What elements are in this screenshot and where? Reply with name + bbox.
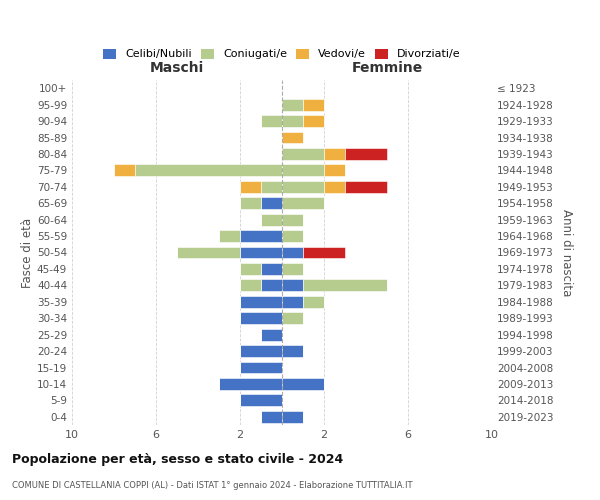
Bar bbox=[282, 214, 303, 226]
Bar bbox=[261, 214, 282, 226]
Bar bbox=[324, 148, 345, 160]
Bar bbox=[303, 296, 324, 308]
Bar bbox=[240, 230, 282, 242]
Bar bbox=[282, 198, 324, 209]
Bar bbox=[282, 378, 324, 390]
Bar bbox=[240, 345, 282, 357]
Bar bbox=[240, 394, 282, 406]
Bar bbox=[282, 246, 303, 258]
Bar bbox=[282, 115, 303, 127]
Bar bbox=[240, 198, 261, 209]
Bar bbox=[282, 411, 303, 422]
Bar bbox=[219, 230, 240, 242]
Bar bbox=[240, 263, 261, 275]
Bar bbox=[240, 362, 282, 374]
Bar bbox=[282, 148, 324, 160]
Bar bbox=[240, 296, 282, 308]
Bar bbox=[261, 115, 282, 127]
Bar bbox=[303, 280, 387, 291]
Text: Popolazione per età, sesso e stato civile - 2024: Popolazione per età, sesso e stato civil… bbox=[12, 452, 343, 466]
Bar bbox=[303, 115, 324, 127]
Text: COMUNE DI CASTELLANIA COPPI (AL) - Dati ISTAT 1° gennaio 2024 - Elaborazione TUT: COMUNE DI CASTELLANIA COPPI (AL) - Dati … bbox=[12, 481, 413, 490]
Bar bbox=[282, 345, 303, 357]
Bar bbox=[282, 296, 303, 308]
Bar bbox=[345, 148, 387, 160]
Bar bbox=[282, 230, 303, 242]
Bar bbox=[177, 246, 240, 258]
Bar bbox=[261, 263, 282, 275]
Legend: Celibi/Nubili, Coniugati/e, Vedovi/e, Divorziati/e: Celibi/Nubili, Coniugati/e, Vedovi/e, Di… bbox=[99, 44, 465, 64]
Bar bbox=[282, 280, 303, 291]
Bar bbox=[282, 312, 303, 324]
Y-axis label: Fasce di età: Fasce di età bbox=[21, 218, 34, 288]
Bar bbox=[240, 312, 282, 324]
Bar bbox=[282, 132, 303, 143]
Bar bbox=[282, 164, 324, 176]
Bar bbox=[324, 181, 345, 192]
Bar bbox=[135, 164, 282, 176]
Bar bbox=[219, 378, 282, 390]
Bar bbox=[324, 164, 345, 176]
Bar bbox=[240, 181, 261, 192]
Bar bbox=[345, 181, 387, 192]
Bar bbox=[240, 280, 261, 291]
Bar bbox=[261, 198, 282, 209]
Bar bbox=[261, 181, 282, 192]
Bar bbox=[261, 411, 282, 422]
Text: Maschi: Maschi bbox=[150, 61, 204, 75]
Text: Femmine: Femmine bbox=[352, 61, 422, 75]
Bar bbox=[303, 98, 324, 110]
Y-axis label: Anni di nascita: Anni di nascita bbox=[560, 209, 573, 296]
Bar bbox=[303, 246, 345, 258]
Bar bbox=[282, 98, 303, 110]
Bar bbox=[114, 164, 135, 176]
Bar bbox=[282, 181, 324, 192]
Bar bbox=[282, 263, 303, 275]
Bar bbox=[261, 280, 282, 291]
Bar bbox=[240, 246, 282, 258]
Bar bbox=[261, 328, 282, 340]
